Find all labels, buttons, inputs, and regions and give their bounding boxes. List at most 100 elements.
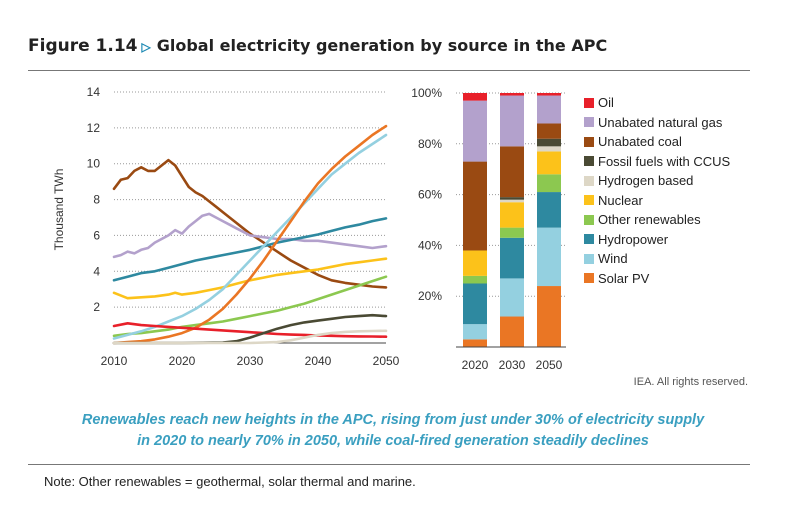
legend-swatch: [584, 175, 594, 186]
legend-item: Other renewables: [584, 210, 730, 230]
bar-segment: [537, 138, 561, 147]
series-line-oil: [112, 322, 388, 338]
legend-item: Hydrogen based: [584, 171, 730, 191]
bar-segment: [537, 192, 561, 228]
y-tick-label: 10: [87, 157, 101, 171]
series-line-wind: [112, 133, 388, 340]
y-tick-label: 12: [87, 121, 101, 135]
figure-caption: Renewables reach new heights in the APC,…: [28, 410, 758, 452]
legend-label: Unabated natural gas: [598, 114, 723, 130]
bar-legend: Oil Unabated natural gas Unabated coal Foss…: [584, 93, 730, 288]
top-rule: [28, 70, 750, 71]
legend-label: Fossil fuels with CCUS: [598, 153, 731, 169]
bar-segment: [500, 237, 524, 279]
bar-segment: [537, 123, 561, 139]
bar-segment: [500, 146, 524, 198]
y-tick-label: 40%: [418, 238, 442, 252]
series-line-solar: [112, 124, 388, 345]
y-axis-label: Thousand TWh: [52, 169, 66, 251]
figure-heading: Global electricity generation by source …: [156, 36, 608, 55]
x-tick-label: 2030: [237, 354, 264, 368]
y-tick-label: 8: [93, 193, 100, 207]
legend-swatch: [584, 136, 594, 147]
bar-segment: [537, 95, 561, 124]
series-line-coal: [112, 158, 388, 289]
legend-label: Unabated coal: [598, 134, 682, 150]
bar-segment: [463, 324, 487, 340]
y-tick-label: 2: [93, 300, 100, 314]
bar-segment: [500, 95, 524, 147]
triangle-icon: ▷: [141, 40, 151, 54]
copyright-credit: IEA. All rights reserved.: [633, 376, 748, 388]
series-line-hydro: [112, 217, 388, 282]
series-line-gas: [112, 212, 388, 259]
series-line-other_renewables: [112, 275, 388, 338]
y-tick-label: 6: [93, 228, 100, 242]
bar-segment: [463, 93, 487, 101]
y-tick-label: 14: [87, 85, 101, 99]
bar-segment: [463, 339, 487, 347]
x-tick-label: 2010: [101, 354, 128, 368]
y-tick-label: 60%: [418, 188, 442, 202]
bar-segment: [463, 100, 487, 162]
legend-item: Nuclear: [584, 191, 730, 211]
legend-item: Wind: [584, 249, 730, 269]
bar-segment: [463, 283, 487, 325]
legend-item: Unabated natural gas: [584, 113, 730, 133]
legend-swatch: [584, 97, 594, 108]
legend-label: Solar PV: [598, 270, 650, 286]
legend-item: Hydropower: [584, 230, 730, 250]
stacked-bar-chart: 20% 40% 60% 80% 100% 2020 2030 2050: [411, 86, 566, 372]
bar-segment: [500, 202, 524, 228]
x-tick-label: 2020: [169, 354, 196, 368]
bar-segment: [537, 174, 561, 193]
bar-segment: [537, 286, 561, 347]
bar-segment: [463, 275, 487, 284]
bar-segment: [500, 316, 524, 347]
legend-label: Other renewables: [598, 212, 701, 228]
legend-swatch: [584, 253, 594, 264]
legend-label: Oil: [598, 95, 614, 111]
x-tick-label: 2020: [462, 358, 489, 372]
legend-swatch: [584, 117, 594, 128]
footnote: Note: Other renewables = geothermal, sol…: [44, 474, 416, 489]
legend-item: Fossil fuels with CCUS: [584, 152, 730, 172]
legend-label: Hydrogen based: [598, 173, 694, 189]
series-line-hydrogen: [112, 329, 388, 345]
bar-segment: [537, 227, 561, 287]
legend-item: Unabated coal: [584, 132, 730, 152]
x-tick-label: 2030: [499, 358, 526, 372]
legend-swatch: [584, 273, 594, 284]
legend-item: Solar PV: [584, 269, 730, 289]
figure-label: Figure 1.14: [28, 36, 138, 56]
bar-segment: [537, 93, 561, 96]
legend-swatch: [584, 234, 594, 245]
bottom-rule: [28, 464, 750, 465]
caption-line: in 2020 to nearly 70% in 2050, while coa…: [137, 433, 649, 449]
x-tick-label: 2040: [305, 354, 332, 368]
y-tick-label: 4: [93, 264, 100, 278]
bar-segment: [500, 199, 524, 203]
line-chart: 2 4 6 8 10 12 14 2010 2020 2030 2040 2050 Thousand T…: [52, 85, 400, 368]
y-tick-label: 20%: [418, 289, 442, 303]
bar-segment: [463, 250, 487, 276]
x-tick-label: 2050: [536, 358, 563, 372]
y-tick-label: 100%: [411, 86, 442, 100]
legend-label: Nuclear: [598, 192, 643, 208]
legend-swatch: [584, 195, 594, 206]
x-tick-label: 2050: [373, 354, 400, 368]
bar-segment: [500, 278, 524, 317]
legend-item: Oil: [584, 93, 730, 113]
bar-segment: [500, 197, 524, 200]
caption-line: Renewables reach new heights in the APC,…: [81, 412, 705, 428]
legend-label: Wind: [598, 251, 628, 267]
bar-segment: [537, 151, 561, 175]
legend-label: Hydropower: [598, 231, 669, 247]
bar-segment: [500, 93, 524, 96]
bar-segment: [537, 146, 561, 152]
legend-swatch: [584, 156, 594, 167]
bar-segment: [463, 161, 487, 251]
legend-swatch: [584, 214, 594, 225]
figure-title: Figure 1.14 ▷ Global electricity generatio…: [28, 36, 607, 56]
